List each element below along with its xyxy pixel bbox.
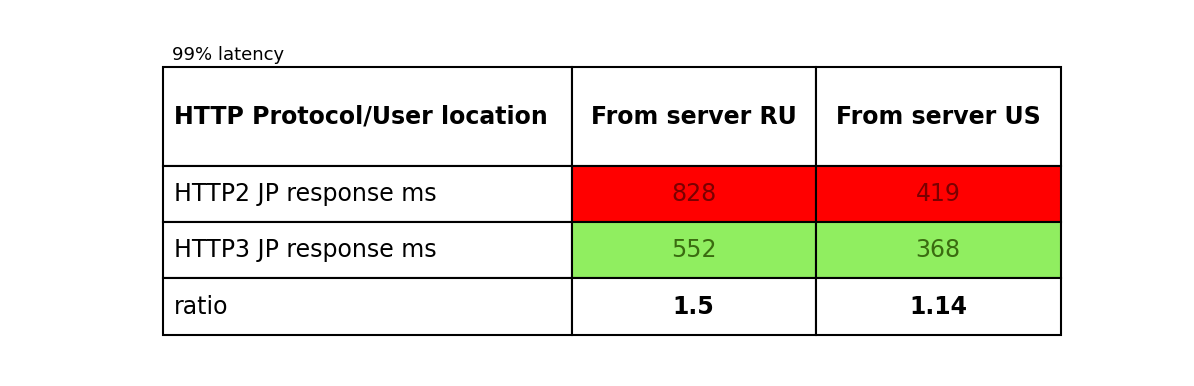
FancyBboxPatch shape bbox=[572, 166, 816, 222]
FancyBboxPatch shape bbox=[572, 222, 816, 278]
FancyBboxPatch shape bbox=[572, 67, 816, 166]
Text: 828: 828 bbox=[671, 182, 716, 206]
Text: 552: 552 bbox=[671, 239, 716, 262]
Text: 1.5: 1.5 bbox=[672, 295, 714, 318]
Text: 419: 419 bbox=[916, 182, 961, 206]
FancyBboxPatch shape bbox=[164, 67, 572, 166]
FancyBboxPatch shape bbox=[816, 67, 1060, 166]
FancyBboxPatch shape bbox=[816, 222, 1060, 278]
FancyBboxPatch shape bbox=[572, 278, 816, 335]
Text: ratio: ratio bbox=[174, 295, 229, 318]
FancyBboxPatch shape bbox=[164, 222, 572, 278]
FancyBboxPatch shape bbox=[816, 166, 1060, 222]
FancyBboxPatch shape bbox=[164, 278, 572, 335]
Text: 368: 368 bbox=[916, 239, 961, 262]
Text: HTTP3 JP response ms: HTTP3 JP response ms bbox=[174, 239, 437, 262]
Text: From server US: From server US bbox=[836, 105, 1041, 129]
FancyBboxPatch shape bbox=[816, 278, 1060, 335]
Text: 99% latency: 99% latency bbox=[172, 46, 284, 64]
Text: 1.14: 1.14 bbox=[909, 295, 967, 318]
Text: HTTP Protocol/User location: HTTP Protocol/User location bbox=[174, 105, 548, 129]
FancyBboxPatch shape bbox=[164, 166, 572, 222]
Text: HTTP2 JP response ms: HTTP2 JP response ms bbox=[174, 182, 437, 206]
Text: From server RU: From server RU bbox=[591, 105, 796, 129]
